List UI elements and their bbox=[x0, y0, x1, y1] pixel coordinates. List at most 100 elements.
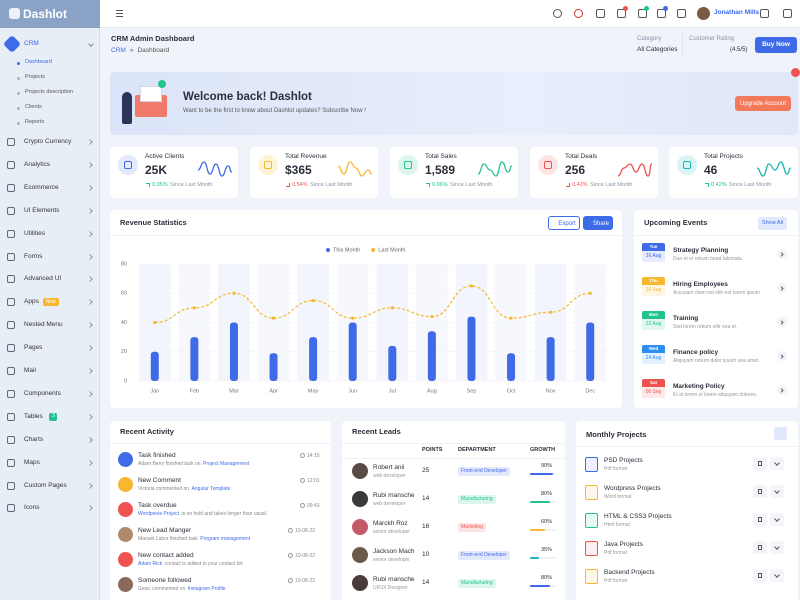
activity-item-link[interactable]: Adam Rick bbox=[138, 561, 163, 567]
topbar-icon[interactable] bbox=[596, 9, 605, 18]
event-arrow-button[interactable] bbox=[777, 249, 787, 259]
event-arrow-button[interactable] bbox=[777, 385, 787, 395]
submenu-item[interactable]: Dashboard bbox=[25, 59, 52, 65]
stat-trend-arrow bbox=[705, 183, 709, 187]
category-value[interactable]: All Categories bbox=[637, 46, 678, 53]
event-day-tag: Thu bbox=[642, 277, 665, 285]
lead-name: Rubi mansche bbox=[373, 492, 415, 499]
project-delete-button[interactable] bbox=[753, 485, 767, 498]
project-name: HTML & CSS3 Projects bbox=[604, 513, 672, 520]
project-delete-button[interactable] bbox=[753, 541, 767, 554]
project-download-button[interactable] bbox=[770, 485, 784, 498]
topbar-icon[interactable] bbox=[783, 9, 792, 18]
line-point bbox=[509, 316, 513, 320]
project-delete-button[interactable] bbox=[753, 569, 767, 582]
banner-close[interactable] bbox=[791, 68, 800, 77]
lead-department: Front-end Developer bbox=[458, 467, 510, 476]
event-date-box: 16 Aug bbox=[642, 285, 665, 296]
topbar-icon[interactable] bbox=[553, 9, 562, 18]
topbar-icon[interactable] bbox=[574, 9, 583, 18]
menu-item[interactable]: Custom Pages bbox=[24, 481, 67, 489]
topbar-icon[interactable] bbox=[760, 9, 769, 18]
banner-illustration-person bbox=[122, 92, 132, 124]
upgrade-button[interactable]: Upgrade Account bbox=[735, 96, 791, 111]
brand-name: Dashlot bbox=[23, 7, 68, 21]
stat-change: 0.42% bbox=[711, 182, 727, 188]
y-tick-label: 80 bbox=[121, 261, 127, 267]
line-point bbox=[430, 315, 434, 319]
topbar-icon[interactable] bbox=[617, 9, 626, 18]
lead-avatar bbox=[352, 575, 368, 591]
event-text: Et at lorem et lorem aliquyam dolores. bbox=[673, 392, 758, 398]
menu-item[interactable]: Mail bbox=[24, 367, 36, 374]
menu-item[interactable]: Forms bbox=[24, 252, 43, 260]
activity-item-link[interactable]: Wordpress Project bbox=[138, 511, 180, 517]
menu-item[interactable]: CRM bbox=[24, 40, 39, 47]
menu-item[interactable]: Advanced UI bbox=[24, 275, 62, 283]
revenue-action-button[interactable]: Share bbox=[583, 216, 613, 230]
topbar-icon[interactable] bbox=[638, 9, 647, 18]
project-download-button[interactable] bbox=[770, 457, 784, 470]
stat-icon-glyph bbox=[544, 161, 552, 169]
activity-item-link[interactable]: Program management bbox=[200, 536, 251, 542]
stat-note: Since Last Month bbox=[729, 182, 772, 188]
banner-illustration-paper bbox=[140, 86, 162, 102]
activity-item-link[interactable]: Angular Template bbox=[191, 486, 231, 492]
menu-item[interactable]: Apps bbox=[24, 298, 39, 306]
topbar-icon[interactable] bbox=[657, 9, 666, 18]
activity-item-title: Someone followed bbox=[138, 577, 192, 584]
notify-dot bbox=[644, 6, 649, 11]
activity-card bbox=[110, 421, 331, 600]
buy-button[interactable]: Buy Now bbox=[755, 37, 797, 53]
event-arrow-button[interactable] bbox=[777, 317, 787, 327]
activity-divider bbox=[110, 443, 331, 444]
activity-item-link[interactable]: Instagram Profile bbox=[187, 586, 226, 592]
activity-item-title: New contact added bbox=[138, 552, 194, 559]
revenue-action-button[interactable]: Export bbox=[548, 216, 580, 230]
growth-track bbox=[530, 557, 555, 559]
menu-item[interactable]: Nested Menu bbox=[24, 321, 63, 329]
activity-time: 14:15 bbox=[307, 452, 320, 459]
submenu-item[interactable]: Reports bbox=[25, 119, 45, 125]
project-download-button[interactable] bbox=[770, 569, 784, 582]
project-download-button[interactable] bbox=[770, 541, 784, 554]
topbar-icon[interactable] bbox=[677, 9, 686, 18]
event-title: Finance policy bbox=[673, 349, 719, 356]
activity-icon bbox=[118, 552, 133, 567]
submenu-item[interactable]: Clients bbox=[25, 104, 42, 110]
project-delete-button[interactable] bbox=[753, 513, 767, 526]
x-tick-label: Aug bbox=[427, 388, 437, 394]
menu-item[interactable]: UI Elements bbox=[24, 206, 60, 214]
activity-clock bbox=[300, 478, 305, 483]
line-point bbox=[469, 284, 474, 288]
menu-item[interactable]: Crypto Currency bbox=[24, 138, 72, 145]
menu-icon bbox=[7, 504, 15, 513]
menu-item[interactable]: Tables bbox=[24, 412, 43, 420]
menu-item[interactable]: Utilities bbox=[24, 229, 45, 237]
event-arrow-button[interactable] bbox=[777, 351, 787, 361]
event-arrow-button[interactable] bbox=[777, 283, 787, 293]
activity-item-link[interactable]: Project Management bbox=[203, 461, 250, 467]
menu-item[interactable]: Pages bbox=[24, 344, 43, 352]
breadcrumb-item[interactable]: CRM bbox=[111, 47, 126, 54]
line-point bbox=[390, 306, 394, 310]
menu-item[interactable]: Analytics bbox=[24, 160, 51, 168]
event-date: 24 Aug bbox=[645, 355, 662, 361]
user-name[interactable]: Jonathan Mills bbox=[714, 9, 760, 16]
menu-item[interactable]: Maps bbox=[24, 458, 40, 466]
lead-department: Manufacturing bbox=[458, 495, 496, 504]
submenu-item[interactable]: Projects description bbox=[25, 89, 73, 95]
show-all-button[interactable]: Show All bbox=[758, 217, 787, 230]
user-avatar[interactable] bbox=[697, 7, 710, 20]
submenu-item[interactable]: Projects bbox=[25, 74, 45, 80]
project-delete-button[interactable] bbox=[753, 457, 767, 470]
menu-item[interactable]: Ecommerce bbox=[24, 183, 59, 191]
event-day-tag: Tue bbox=[642, 243, 665, 251]
stat-icon-glyph bbox=[264, 161, 272, 169]
projects-action-button[interactable] bbox=[774, 427, 787, 440]
menu-item[interactable]: Icons bbox=[24, 504, 40, 512]
menu-item[interactable]: Charts bbox=[24, 435, 44, 443]
project-download-button[interactable] bbox=[770, 513, 784, 526]
menu-item[interactable]: Components bbox=[24, 389, 61, 397]
stat-change: 0.96% bbox=[432, 182, 448, 188]
